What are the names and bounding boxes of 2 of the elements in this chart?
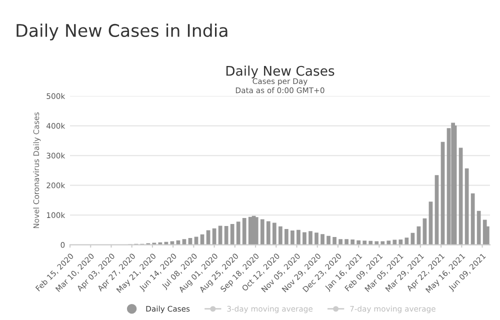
text: Daily New Cases in India [16,24,228,40]
chart-title: Daily New Cases [226,66,334,78]
